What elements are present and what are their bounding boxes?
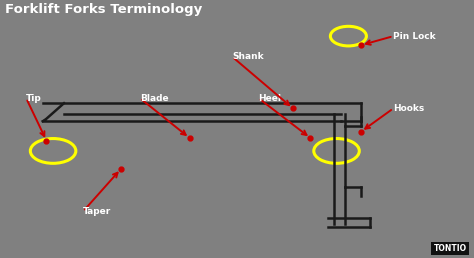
Text: Forklift Forks Terminology: Forklift Forks Terminology bbox=[5, 3, 202, 15]
Text: Pin Lock: Pin Lock bbox=[393, 32, 436, 41]
Text: Heel: Heel bbox=[258, 94, 282, 102]
Text: Shank: Shank bbox=[232, 52, 264, 61]
Text: Hooks: Hooks bbox=[393, 104, 425, 113]
Text: Tip: Tip bbox=[26, 94, 42, 102]
Text: TONTIO: TONTIO bbox=[434, 244, 467, 253]
Text: Taper: Taper bbox=[83, 207, 111, 216]
Text: Blade: Blade bbox=[140, 94, 168, 102]
